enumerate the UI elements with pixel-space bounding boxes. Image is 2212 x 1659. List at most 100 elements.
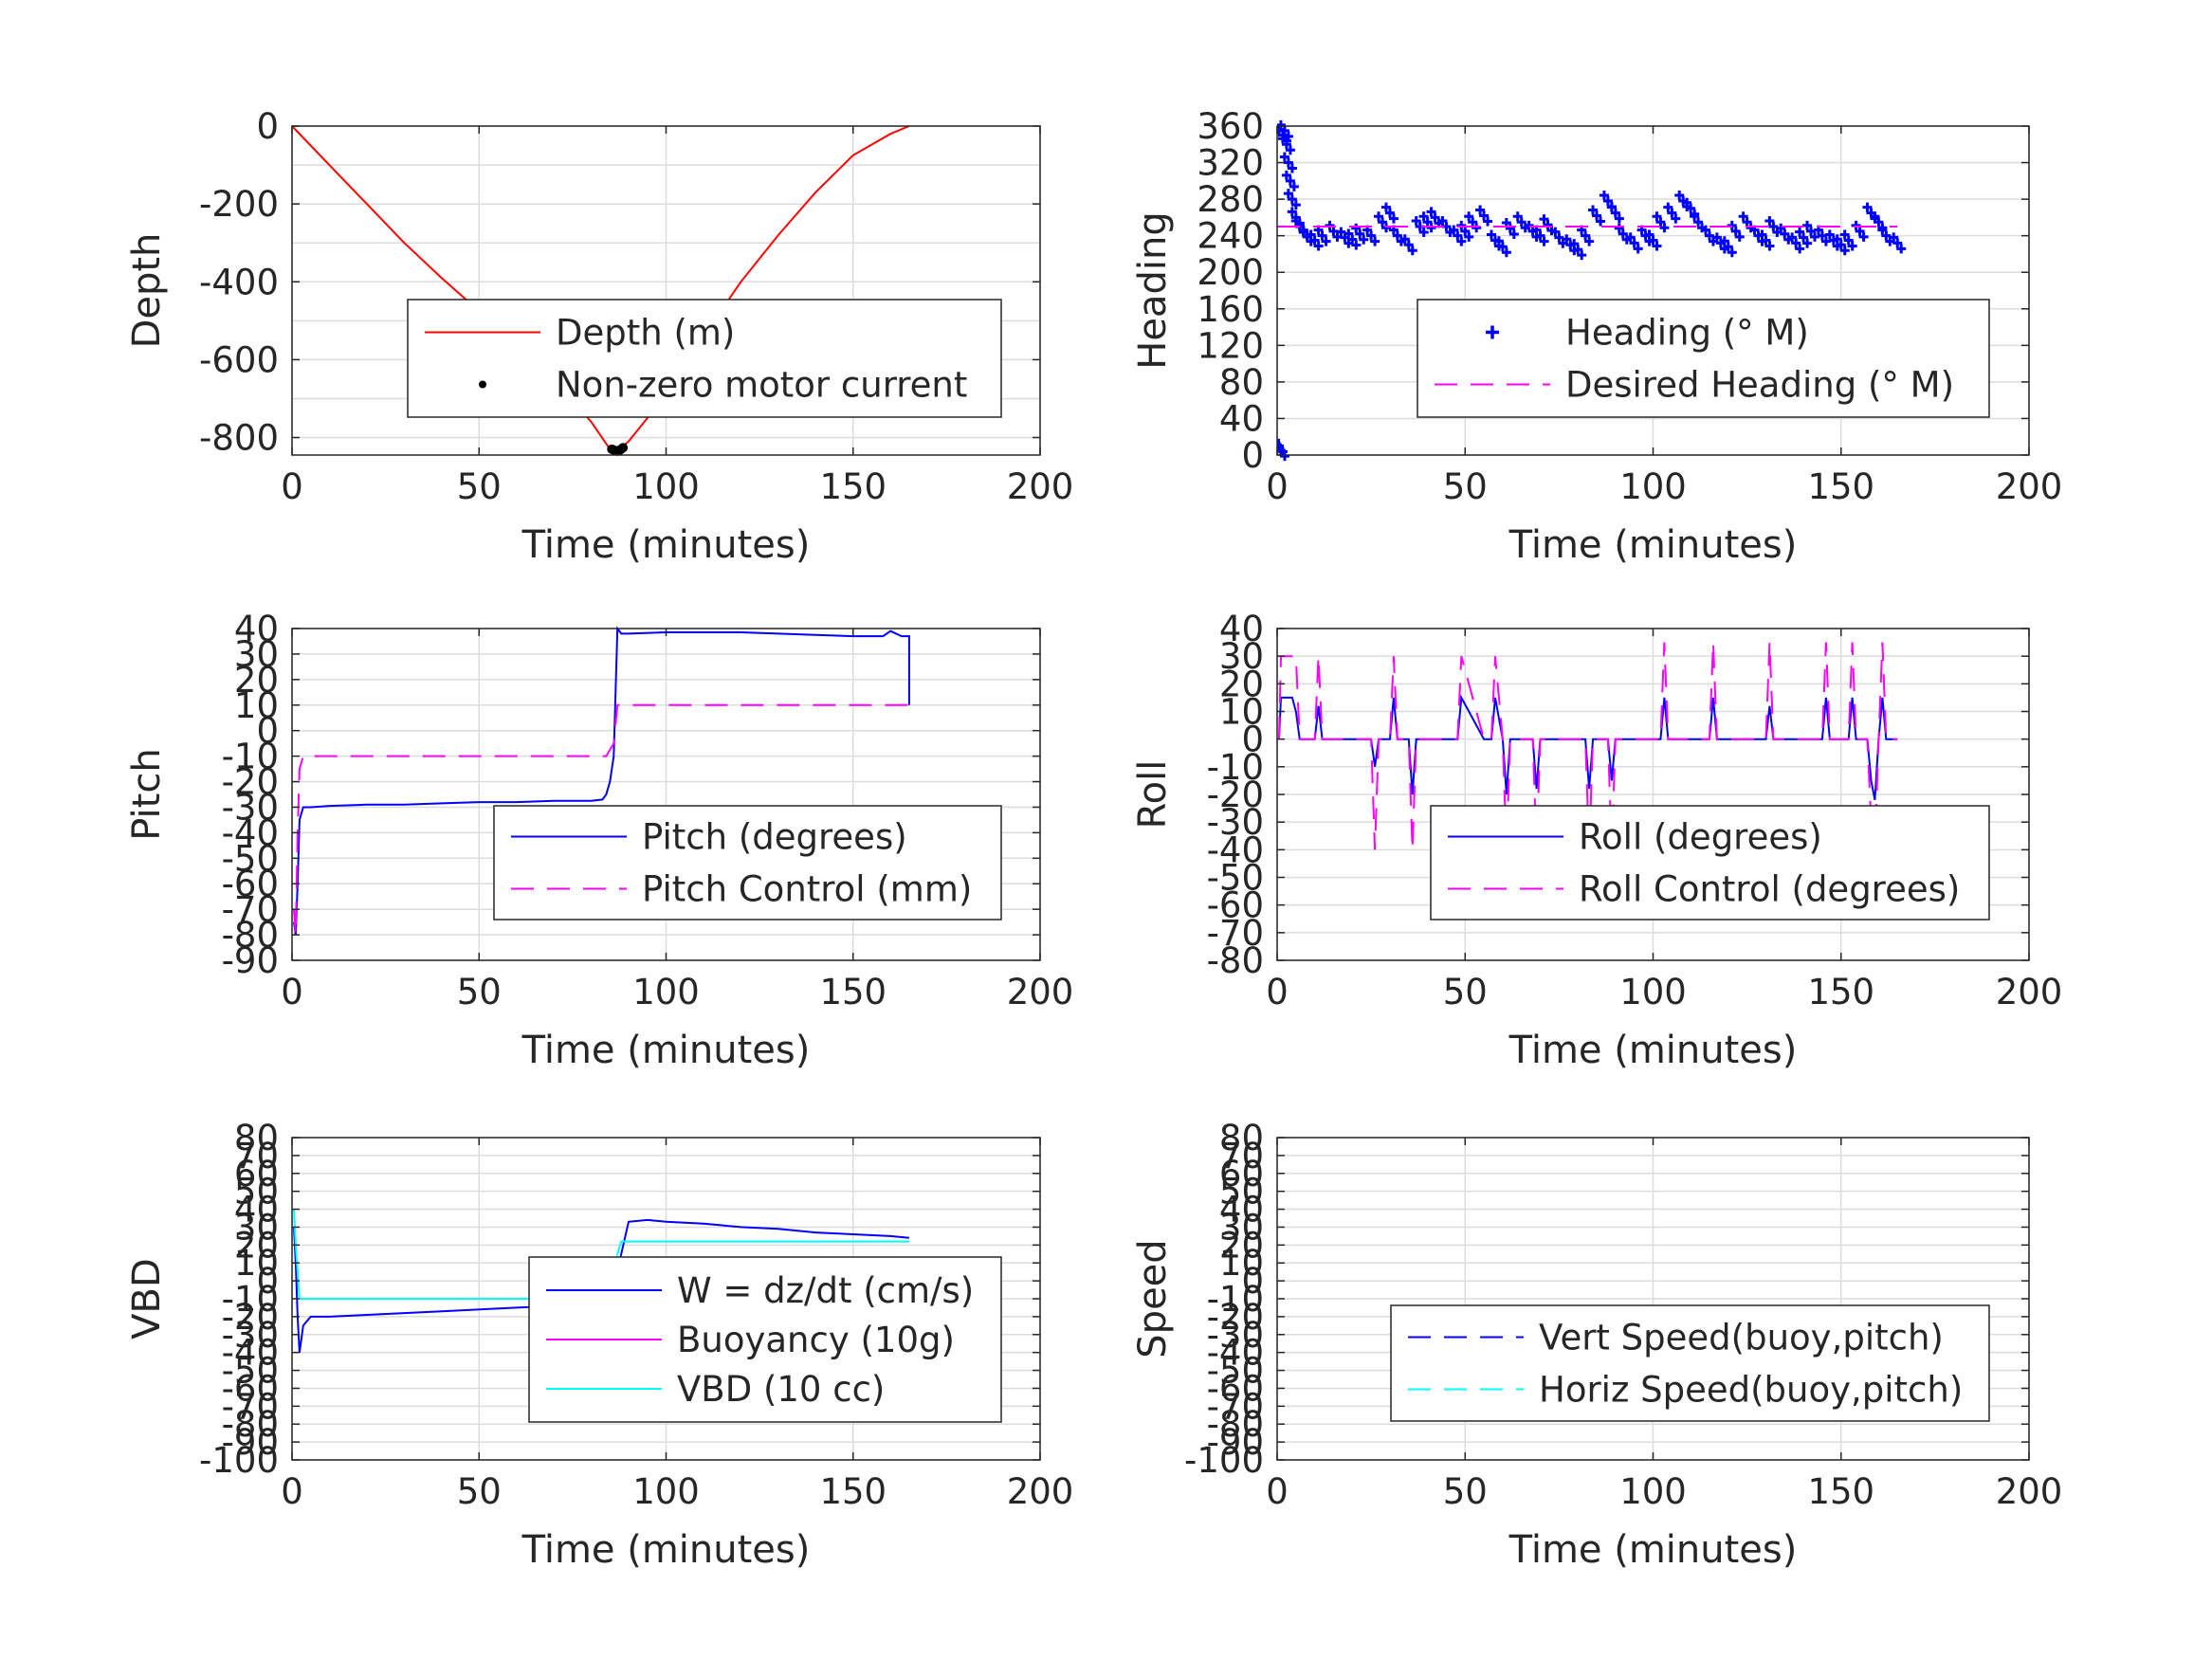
- x-tick-label: 100: [632, 466, 700, 507]
- data-point: [1839, 246, 1850, 256]
- data-point: [1399, 234, 1410, 245]
- data-point: [1539, 214, 1549, 225]
- data-point: [1392, 230, 1402, 241]
- data-point: [1411, 216, 1421, 227]
- data-point: [1768, 222, 1779, 232]
- data-point: [1606, 202, 1617, 212]
- x-axis-label: Time (minutes): [1508, 523, 1798, 567]
- data-point: [1674, 191, 1685, 201]
- x-tick-label: 200: [1007, 972, 1074, 1012]
- x-tick-label: 50: [457, 1471, 502, 1512]
- data-point: [1881, 230, 1892, 241]
- legend-box: [1430, 805, 1990, 921]
- y-tick-label: -10: [1207, 1279, 1264, 1320]
- data-point: [1625, 232, 1636, 243]
- y-tick-label: 50: [1219, 1172, 1264, 1212]
- y-axis-label: Speed: [1131, 1239, 1175, 1358]
- series-1-line: [293, 626, 910, 936]
- data-point: [1596, 216, 1606, 227]
- legend: Roll (degrees) Roll Control (degrees): [1430, 805, 1990, 921]
- y-tick-label: 280: [1197, 179, 1264, 220]
- y-tick-label: -60: [1207, 1368, 1264, 1409]
- y-tick-label: 10: [1219, 1243, 1264, 1284]
- y-tick-label: -70: [222, 1386, 279, 1427]
- y-tick-label: 40: [234, 609, 279, 649]
- chart-panel-4: 0 50 100 150 200403020100-10-20-30-40-50-60-…: [1131, 609, 2062, 1072]
- data-point: [1614, 213, 1624, 224]
- data-point: [1562, 234, 1572, 245]
- data-point: [1453, 230, 1463, 241]
- data-point: [1764, 216, 1775, 227]
- data-point: [1290, 200, 1301, 210]
- y-tick-label: -50: [222, 1351, 279, 1392]
- data-point: [1700, 225, 1710, 235]
- y-tick-label: -50: [1207, 858, 1264, 899]
- data-point: [1855, 226, 1865, 236]
- chart-panel-1: 0 50 100 150 200 0 -200 -400 -600 -800 Time (minut…: [125, 106, 1073, 567]
- data-point: [1283, 131, 1293, 141]
- data-point: [1655, 217, 1666, 228]
- x-tick-label: 150: [1807, 1471, 1874, 1512]
- data-point: [1366, 230, 1377, 241]
- data-point: [1802, 220, 1813, 230]
- data-point: [1277, 440, 1282, 450]
- data-point: [1351, 223, 1362, 233]
- y-tick-label: -70: [1207, 1386, 1264, 1427]
- chart-panel-3: 0 50 100 150 200403020100-10-20-30-40-50-60-…: [125, 609, 1073, 1072]
- y-axis-label: Roll: [1131, 760, 1175, 830]
- data-point: [1870, 211, 1880, 222]
- series-group: [1278, 642, 1898, 850]
- legend-label: Horiz Speed(buoy,pitch): [1539, 1370, 1963, 1411]
- legend-box: [1390, 1304, 1990, 1422]
- data-point: [1370, 236, 1380, 246]
- data-point: [1501, 247, 1511, 258]
- x-tick-label: 100: [1619, 466, 1687, 507]
- y-tick-label: -80: [222, 915, 279, 956]
- x-tick-label: 100: [1619, 972, 1687, 1012]
- data-point: [1359, 234, 1369, 245]
- y-tick-label: -80: [222, 1404, 279, 1445]
- data-point: [1418, 211, 1429, 222]
- y-tick-label: -60: [222, 1368, 279, 1409]
- data-point: [1283, 157, 1293, 168]
- data-point: [1535, 230, 1545, 241]
- y-tick-label: 0: [256, 711, 279, 752]
- y-tick-label: -70: [1207, 913, 1264, 954]
- legend-label: Buoyancy (10g): [677, 1320, 955, 1360]
- data-point: [1727, 220, 1737, 230]
- data-point: [1355, 228, 1365, 239]
- data-point: [1456, 220, 1467, 230]
- data-point: [1277, 119, 1286, 130]
- y-tick-label: 0: [1241, 720, 1264, 760]
- y-tick-label: -800: [199, 418, 279, 459]
- y-tick-label: 30: [1219, 1207, 1264, 1248]
- legend: Depth (m) Non-zero motor current: [407, 299, 1002, 418]
- data-point: [1283, 189, 1293, 199]
- data-point: [1896, 244, 1907, 254]
- x-axis-label: Time (minutes): [1508, 1528, 1798, 1572]
- x-tick-label: 150: [819, 466, 887, 507]
- data-point: [1836, 240, 1846, 250]
- legend-label: Heading (° M): [1565, 313, 1809, 354]
- data-point: [1704, 230, 1714, 241]
- y-tick-label: 40: [1219, 398, 1264, 439]
- y-tick-label: -20: [1207, 1297, 1264, 1338]
- y-tick-label: 30: [234, 1207, 279, 1248]
- data-point: [1426, 207, 1436, 217]
- data-point: [1659, 223, 1670, 233]
- x-tick-label: 0: [281, 972, 303, 1012]
- y-tick-label: 240: [1197, 216, 1264, 257]
- legend: Heading (° M) Desired Heading (° M): [1417, 299, 1990, 418]
- data-point: [1599, 191, 1609, 201]
- y-tick-label: 0: [256, 106, 279, 147]
- data-point: [1374, 211, 1384, 222]
- data-point: [1851, 220, 1861, 230]
- y-tick-label: -10: [1207, 747, 1264, 788]
- y-tick-label: 20: [1219, 664, 1264, 704]
- legend-box: [407, 299, 1002, 418]
- y-tick-label: 10: [1219, 692, 1264, 733]
- data-point: [1313, 241, 1324, 251]
- legend-label: Roll (degrees): [1579, 817, 1822, 858]
- y-tick-label: -30: [1207, 802, 1264, 843]
